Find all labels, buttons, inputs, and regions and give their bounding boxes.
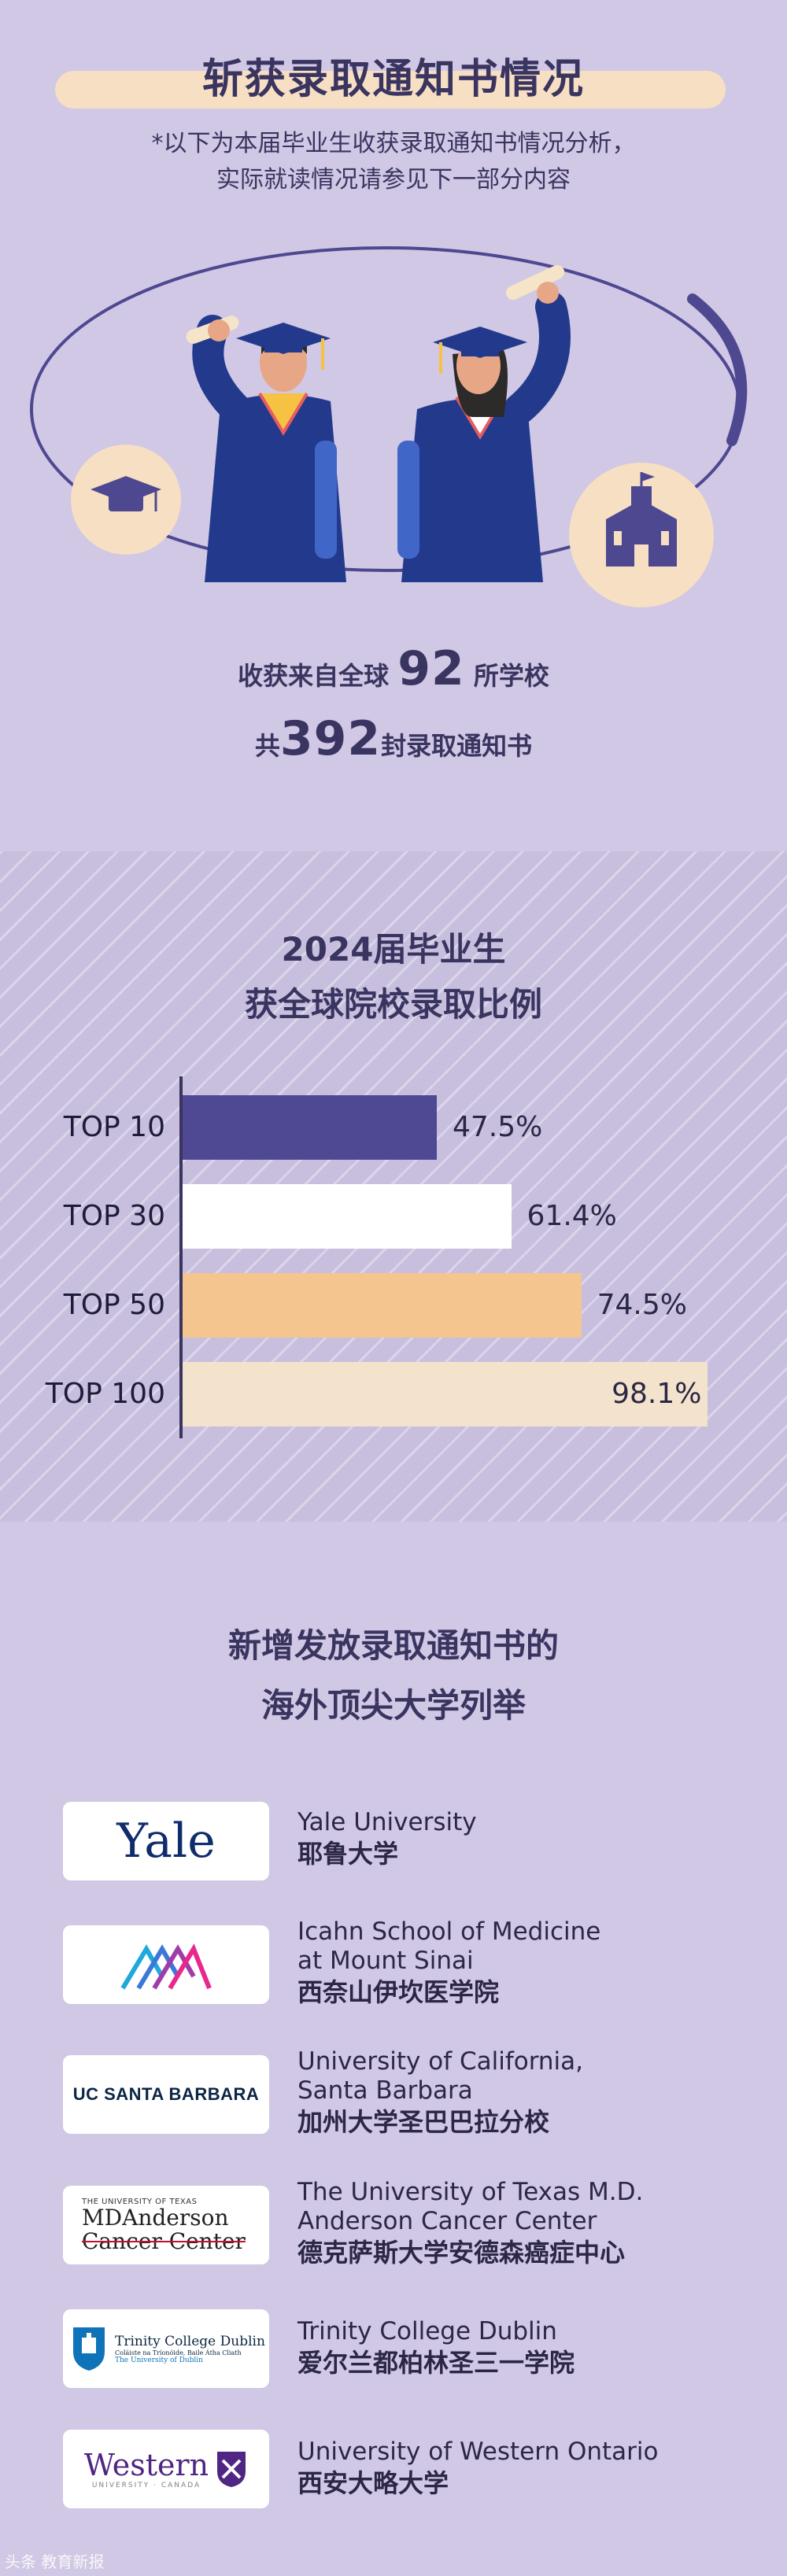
schools-prefix: 收获来自全球 [238, 661, 390, 691]
trinity-shield-icon [73, 2327, 105, 2371]
offers-prefix: 共 [254, 731, 280, 761]
yale-logo: Yale [63, 1802, 269, 1880]
university-name-en: Icahn School of Medicine at Mount Sinai [297, 1917, 601, 1975]
bar-value-label: 98.1% [611, 1378, 702, 1410]
mount-sinai-mark [120, 1943, 212, 1990]
university-item: Trinity College Dublin 爱尔兰都柏林圣三一学院 [297, 2317, 770, 2379]
bar-value-label: 74.5% [597, 1289, 687, 1321]
trinity-logo-line-2: Coláiste na Tríonóide, Baile Átha Cliath [115, 2349, 242, 2356]
university-item: University of Western Ontario 西安大略大学 [297, 2438, 770, 2500]
bar-value-label: 47.5% [453, 1111, 543, 1143]
university-name-zh: 西奈山伊坎医学院 [297, 1977, 500, 2007]
bar [183, 1273, 582, 1338]
md-anderson-logo-line-2: MDAnderson [82, 2204, 229, 2231]
university-item: Yale University 耶鲁大学 [297, 1808, 770, 1870]
graduation-cap-icon [71, 445, 181, 555]
university-item: The University of Texas M.D. Anderson Ca… [297, 2178, 770, 2269]
universities-title-line-1: 新增发放录取通知书的 [227, 1626, 559, 1665]
bar-label: TOP 100 [45, 1378, 165, 1410]
bar-value-label: 61.4% [527, 1200, 617, 1232]
mount-sinai-logo [63, 1925, 269, 2004]
chart-title: 2024届毕业生 获全球院校录取比例 [0, 922, 787, 1032]
offers-count: 392 [279, 711, 382, 766]
western-crest-icon [217, 2452, 246, 2487]
schools-count: 92 [397, 641, 465, 696]
graduate-male [186, 315, 346, 582]
bar-label: TOP 10 [63, 1111, 165, 1143]
trinity-logo: Trinity College Dublin Coláiste na Tríon… [63, 2309, 269, 2388]
bar [183, 1184, 512, 1249]
bar-label: TOP 50 [63, 1289, 165, 1321]
bar [183, 1362, 708, 1426]
page-title: 斩获录取通知书情况 [201, 56, 585, 103]
title-highlight [55, 71, 726, 109]
bar-label: TOP 30 [63, 1200, 165, 1232]
chart-title-line-2: 获全球院校录取比例 [244, 985, 542, 1024]
ucsb-logo: UC SANTA BARBARA [63, 2055, 269, 2134]
watermark: 头条 教育新报 [5, 2552, 105, 2571]
md-anderson-logo-line-3: Cancer Center [82, 2227, 246, 2254]
universities-title: 新增发放录取通知书的 海外顶尖大学列举 [0, 1616, 787, 1736]
bar [183, 1095, 437, 1160]
offers-suffix: 封录取通知书 [381, 731, 533, 761]
chart-title-line-1: 2024届毕业生 [281, 930, 506, 969]
page-subtitle: *以下为本届毕业生收获录取通知书情况分析， 实际就读情况请参见下一部分内容 [0, 126, 787, 198]
yale-logo-text: Yale [116, 1814, 216, 1869]
university-name-en: Yale University [297, 1808, 477, 1836]
university-name-zh: 耶鲁大学 [297, 1839, 399, 1869]
md-anderson-logo-line-1: THE UNIVERSITY OF TEXAS [82, 2197, 198, 2206]
western-logo: Western UNIVERSITY · CANADA [63, 2430, 269, 2508]
university-item: Icahn School of Medicine at Mount Sinai … [297, 1917, 770, 2009]
university-name-zh: 加州大学圣巴巴拉分校 [297, 2107, 550, 2137]
trinity-logo-line-1: Trinity College Dublin [115, 2333, 265, 2349]
school-building-icon [569, 463, 714, 607]
offers-stat: 共392封录取通知书 [0, 707, 787, 777]
chart-axis [179, 1076, 183, 1438]
schools-stat: 收获来自全球 92 所学校 [0, 637, 787, 707]
subtitle-line-1: *以下为本届毕业生收获录取通知书情况分析， [151, 130, 636, 157]
western-logo-line-1: Western [83, 2448, 209, 2482]
university-name-en: University of California, Santa Barbara [297, 2047, 584, 2105]
graduate-female [397, 264, 571, 582]
trinity-logo-line-3: The University of Dublin [115, 2356, 203, 2364]
stats-block: 收获来自全球 92 所学校 共392封录取通知书 [0, 637, 787, 777]
university-name-zh: 西安大略大学 [297, 2468, 449, 2498]
subtitle-line-2: 实际就读情况请参见下一部分内容 [216, 166, 571, 194]
western-logo-line-2: UNIVERSITY · CANADA [91, 2482, 201, 2489]
university-name-zh: 德克萨斯大学安德森癌症中心 [297, 2238, 626, 2268]
university-name-en: Trinity College Dublin [297, 2317, 557, 2345]
university-name-en: University of Western Ontario [297, 2438, 659, 2466]
university-name-en: The University of Texas M.D. Anderson Ca… [297, 2178, 644, 2235]
md-anderson-logo: THE UNIVERSITY OF TEXAS MDAnderson Cance… [63, 2186, 269, 2264]
universities-title-line-2: 海外顶尖大学列举 [260, 1686, 526, 1725]
graduates-illustration [30, 246, 748, 607]
university-name-zh: 爱尔兰都柏林圣三一学院 [297, 2348, 575, 2378]
ucsb-logo-text: UC SANTA BARBARA [72, 2084, 260, 2104]
university-item: University of California, Santa Barbara … [297, 2047, 770, 2139]
schools-suffix: 所学校 [473, 661, 549, 691]
